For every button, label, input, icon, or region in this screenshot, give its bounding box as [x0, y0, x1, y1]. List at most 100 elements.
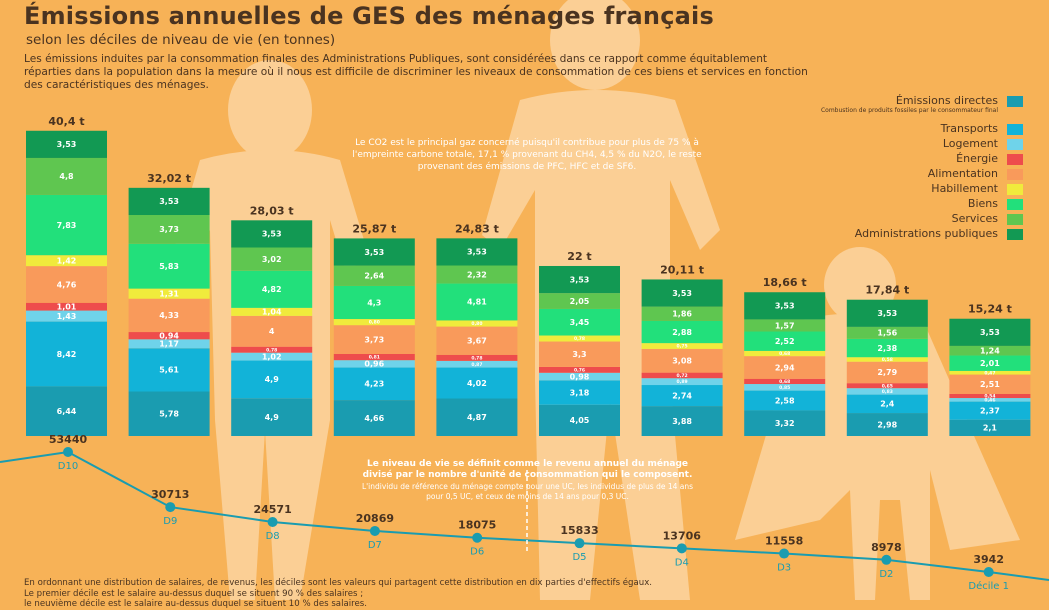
bar-segment	[539, 366, 620, 373]
bar-segment	[744, 319, 826, 332]
bar-segment	[128, 243, 210, 289]
bar-segment	[641, 406, 723, 436]
legend-label: Transports	[940, 122, 998, 135]
bar-segment	[436, 265, 518, 284]
data-label: 3,02	[262, 255, 282, 264]
bar-segment	[333, 325, 415, 354]
data-label: 4,3	[367, 298, 381, 307]
data-label: 2,1	[983, 424, 998, 433]
bar-segment	[744, 410, 826, 436]
bar-segment	[26, 321, 107, 387]
line-point	[676, 543, 687, 554]
data-label: 1,02	[262, 352, 282, 361]
total-label: 40,4 t	[48, 115, 84, 128]
data-label: 4,9	[265, 375, 280, 384]
bar-segment	[539, 335, 620, 342]
data-label: 2,4	[880, 400, 895, 409]
data-label: 1,31	[159, 289, 179, 298]
bar-segment	[128, 187, 210, 216]
data-label: 2,01	[980, 359, 1000, 368]
bar-segment	[26, 310, 107, 322]
data-label: 3,53	[364, 248, 384, 257]
bar-segment	[641, 378, 723, 386]
legend: Émissions directes Combustion de produits…	[743, 94, 1023, 242]
total-label: 20,11 t	[660, 263, 704, 276]
bar-segment	[744, 331, 826, 351]
data-label: 1,56	[877, 329, 897, 338]
total-label: 15,24 t	[968, 303, 1012, 316]
line-value-label: 13706	[663, 529, 702, 542]
bar-segment	[26, 157, 107, 195]
bar-segment	[846, 326, 928, 339]
decile-label: D7	[368, 540, 382, 551]
bar-segment	[539, 380, 620, 405]
data-label: 3,53	[262, 230, 282, 239]
data-label: 2,52	[775, 337, 795, 346]
data-label: 3,3	[572, 350, 586, 359]
bar-segment	[128, 339, 210, 349]
bar-segment	[949, 374, 1031, 394]
bar-segment	[231, 346, 313, 353]
bar-segment	[333, 353, 415, 361]
data-label: 2,05	[570, 297, 590, 306]
data-label: 0,65	[882, 383, 893, 389]
data-label: 0,98	[570, 372, 590, 381]
data-label: 4,82	[262, 285, 282, 294]
bar-segment	[846, 413, 928, 436]
legend-item: Alimentation	[743, 167, 1023, 182]
legend-sublabel: Combustion de produits fossiles par le c…	[820, 107, 998, 114]
data-label: 7,83	[57, 221, 77, 230]
legend-item: Services	[743, 212, 1023, 227]
data-label: 1,01	[57, 302, 77, 311]
bar-segment	[333, 367, 415, 401]
line-point	[267, 516, 278, 527]
legend-item: Administrations publiques	[743, 227, 1023, 242]
data-label: 0,80	[471, 321, 482, 327]
bar-segment	[539, 341, 620, 367]
data-label: 2,37	[980, 407, 1000, 416]
data-label: 2,94	[775, 363, 795, 372]
legend-label: Habillement	[931, 182, 998, 195]
uc-note: L'individu de référence du ménage compte…	[361, 482, 694, 501]
data-label: 0,89	[677, 379, 688, 385]
data-label: 2,88	[672, 328, 692, 337]
footer-line: Le premier décile est le salaire au-dess…	[24, 588, 364, 599]
line-point	[881, 554, 892, 565]
bar-segment	[641, 279, 723, 307]
legend-label: Logement	[942, 137, 998, 150]
bar-segment	[641, 320, 723, 344]
bar-segment	[744, 292, 826, 320]
data-label: 0,87	[471, 362, 482, 368]
data-label: 3,53	[570, 275, 590, 284]
bar-segment	[26, 130, 107, 158]
legend-item: Biens	[743, 197, 1023, 212]
legend-label: Alimentation	[927, 167, 998, 180]
line-point	[472, 532, 483, 543]
bar-segment	[128, 348, 210, 392]
data-label: 2,79	[877, 368, 897, 377]
bar-segment	[949, 419, 1031, 436]
data-label: 3,88	[672, 417, 692, 426]
data-label: 4,66	[364, 414, 384, 423]
data-label: 0,78	[266, 347, 277, 353]
legend-swatch	[1007, 124, 1023, 135]
bar-segment	[436, 367, 518, 399]
bar-segment	[436, 398, 518, 436]
bar-segment	[333, 400, 415, 436]
bar-segment	[641, 306, 723, 321]
data-label: 0,76	[574, 367, 585, 373]
line-value-label: 20869	[356, 512, 394, 525]
data-label: 4,05	[570, 416, 590, 425]
bar-segment	[846, 338, 928, 358]
data-label: 0,94	[159, 331, 179, 340]
bar-segment	[436, 326, 518, 355]
legend-item: Transports	[743, 122, 1023, 137]
line-value-label: 8978	[871, 541, 902, 554]
decile-label: Décile 1	[968, 580, 1009, 592]
decile-label: D10	[58, 461, 78, 472]
data-label: 3,53	[467, 248, 487, 257]
legend-label: Énergie	[956, 152, 998, 165]
bar-segment	[333, 265, 415, 286]
bar-segment	[641, 343, 723, 349]
bar-segment	[744, 378, 826, 385]
